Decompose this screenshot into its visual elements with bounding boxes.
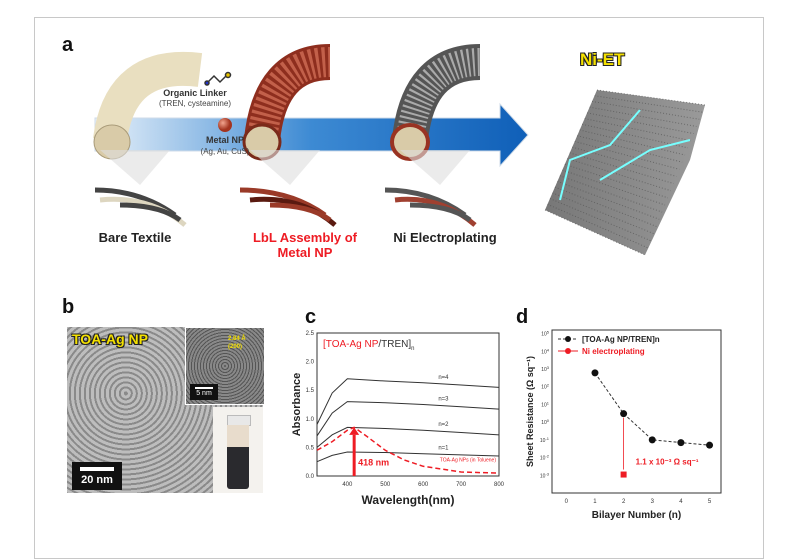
bare-yarn — [94, 187, 187, 227]
tem-title: TOA-Ag NP — [72, 331, 148, 347]
series-label: n=3 — [438, 397, 449, 403]
y-tick-label: 10-1 — [540, 436, 550, 444]
y-tick-label: 101 — [541, 400, 550, 408]
y-tick-label: 103 — [541, 365, 550, 373]
series-line-1 — [316, 401, 500, 437]
x-axis-label: Wavelength(nm) — [362, 493, 455, 507]
step-lbl-assembly: LbL Assembly of — [252, 230, 358, 245]
series-line-0 — [316, 378, 500, 425]
series-label: TOA-Ag NPs (in Toluene) — [440, 458, 497, 464]
product-title: Ni-ET — [580, 50, 625, 69]
y-tick-label: 1.0 — [306, 417, 315, 423]
x-tick-label: 700 — [456, 482, 467, 488]
series-label: n=1 — [438, 446, 449, 452]
legend-marker-1 — [565, 336, 571, 342]
y-tick-label: 1.5 — [306, 388, 315, 394]
x-axis-label: Bilayer Number (n) — [592, 510, 681, 521]
data-point — [591, 369, 599, 377]
panel-b-label: b — [62, 296, 75, 318]
x-tick-label: 500 — [380, 482, 391, 488]
vial-glass — [227, 425, 249, 447]
step-bare-textile: Bare Textile — [98, 230, 172, 245]
data-point — [620, 410, 628, 418]
y-tick-label: 2.0 — [306, 360, 315, 366]
scale-label: 20 nm — [81, 474, 113, 486]
x-tick-label: 800 — [494, 482, 505, 488]
y-tick-label: 2.5 — [306, 331, 315, 337]
x-tick-label: 2 — [622, 499, 626, 505]
y-tick-label: 0.5 — [306, 445, 315, 451]
legend-label-1: [TOA-Ag NP/TREN]n — [582, 335, 660, 344]
panel-a-label: a — [62, 34, 74, 56]
metal-np-sphere-icon — [218, 118, 232, 132]
x-tick-label: 3 — [651, 499, 655, 505]
resistance-annotation: 1.1 x 10⁻³ Ω sq⁻¹ — [636, 458, 699, 467]
y-tick-label: 104 — [541, 347, 550, 355]
data-point — [706, 441, 714, 449]
plated-yarn — [384, 187, 477, 227]
ni-data-point — [620, 471, 627, 478]
coated-yarn — [239, 187, 337, 227]
np-title: Metal NP — [205, 135, 244, 145]
step-ni-electroplating: Ni Electroplating — [393, 230, 497, 245]
vial-solution — [227, 447, 249, 489]
np-examples: (Ag, Au, CuS) — [200, 147, 250, 156]
chart-d-axes-box — [551, 329, 722, 494]
x-tick-label: 5 — [708, 499, 712, 505]
y-axis-label: Sheet Resistance (Ω sq⁻¹) — [525, 356, 535, 467]
chart-c-axes-box — [316, 332, 500, 477]
series-line-3 — [316, 451, 500, 463]
series-line — [594, 372, 710, 446]
panel-d-label: d — [516, 306, 529, 328]
y-tick-label: 10-3 — [540, 471, 550, 479]
linker-examples: (TREN, cysteamine) — [158, 99, 231, 108]
linker-molecule-icon — [204, 71, 232, 86]
legend-marker-2 — [565, 348, 571, 354]
y-tick-label: 102 — [541, 383, 550, 391]
series-label: n=4 — [438, 375, 449, 381]
lattice-spacing: 2.84 Å — [228, 336, 246, 342]
panel-c-label: c — [305, 306, 317, 328]
data-point — [648, 436, 656, 444]
x-tick-label: 0 — [565, 499, 569, 505]
scale-bar: 20 nm — [72, 462, 122, 490]
peak-label: 418 nm — [358, 458, 389, 468]
ni-et-fabric-sheet — [544, 89, 706, 256]
data-point — [677, 439, 685, 447]
charts: 400 500 600 700 800 0.0 0.5 1.0 1.5 2.0 2.5 Wavelen… — [291, 329, 722, 521]
series-line-2 — [316, 426, 500, 448]
x-tick-label: 1 — [593, 499, 597, 505]
y-axis-label: Absorbance — [291, 373, 303, 437]
y-tick-label: 0.0 — [306, 474, 315, 480]
x-tick-label: 600 — [418, 482, 429, 488]
x-tick-label: 400 — [342, 482, 353, 488]
lattice-plane: (200) — [228, 344, 243, 350]
y-tick-label: 105 — [541, 330, 550, 338]
series-line-4 — [316, 426, 500, 474]
panel-a-schematic — [93, 44, 706, 256]
peak-arrow-head — [349, 427, 360, 435]
series-label: n=2 — [438, 422, 449, 428]
chart-c-title: [TOA-Ag NP/TREN]n — [323, 339, 415, 352]
vial-photo — [213, 407, 263, 493]
step-lbl-assembly-line2: Metal NP — [277, 245, 333, 260]
hrtem-inset: 2.84 Å (200) 5 nm — [185, 327, 265, 405]
linker-title: Organic Linker — [163, 88, 227, 98]
legend-label-2: Ni electroplating — [582, 347, 645, 356]
y-tick-label: 100 — [541, 418, 550, 426]
inset-scale-bar: 5 nm — [190, 384, 218, 400]
y-tick-label: 10-2 — [540, 454, 550, 462]
x-tick-label: 4 — [679, 499, 683, 505]
inset-scale-label: 5 nm — [196, 390, 212, 397]
